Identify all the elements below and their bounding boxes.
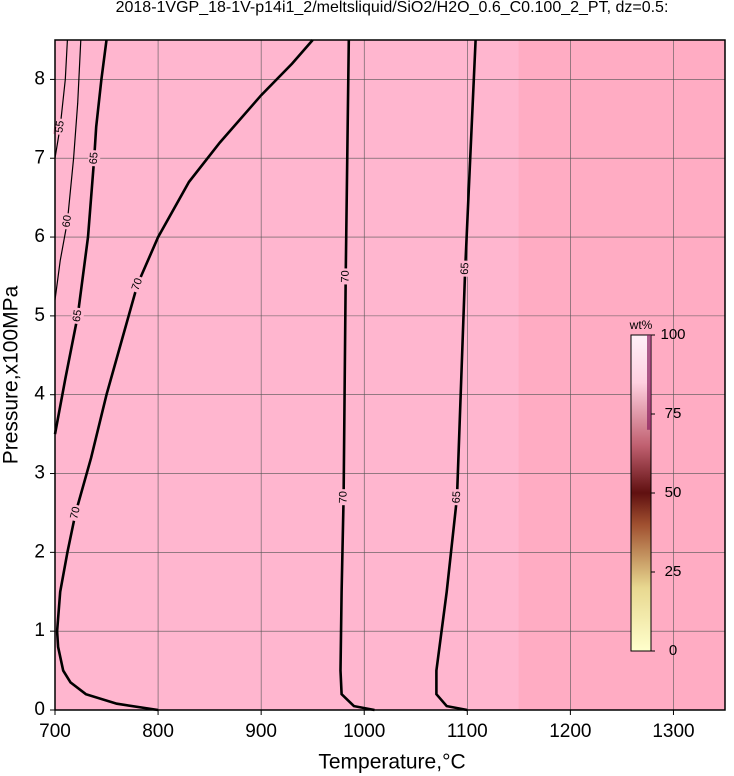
plot-frame: [54, 39, 726, 711]
contour-label: 65: [71, 309, 85, 323]
contour-label-group: 65: [450, 488, 464, 506]
y-tick-label: 3: [34, 463, 45, 484]
contour-line: [55, 39, 314, 712]
x-axis-label: Temperature,°C: [318, 751, 465, 774]
contour-line: [339, 39, 375, 712]
contour-label: 60: [61, 214, 74, 228]
colorbar-tick-label: 50: [665, 484, 682, 501]
contour-line: [53, 39, 108, 435]
x-tick-label: 1300: [652, 721, 694, 742]
contour-label-group: 70: [67, 503, 84, 523]
contour-label: 70: [130, 277, 145, 293]
y-tick-label: 6: [34, 226, 45, 247]
colorbar-edge: [647, 335, 651, 430]
contour-label: 70: [337, 491, 349, 503]
contour-label-group: 60: [60, 212, 75, 231]
x-tick-label: 1200: [549, 721, 591, 742]
contour-label: 65: [88, 152, 101, 165]
contour-label-bg: [339, 268, 352, 285]
y-tick-label: 5: [34, 305, 45, 326]
contour-label-bg: [70, 307, 85, 325]
colorbar-tick-label: 25: [665, 563, 682, 580]
contour-label-bg: [67, 503, 84, 523]
contour-label: 70: [340, 270, 352, 282]
contour-label: 70: [68, 506, 83, 521]
chart-title: 2018-1VGP_18-1V-p14i1_2/meltsliquid/SiO2…: [116, 0, 669, 16]
contour-label-group: 70: [129, 274, 146, 294]
contour-line: [435, 39, 477, 712]
contour-label-group: 65: [87, 149, 101, 167]
contour-label: 55: [53, 120, 66, 134]
contour-label-bg: [53, 117, 68, 136]
contour-label-group: 70: [337, 489, 350, 506]
contour-line: [54, 39, 68, 159]
colorbar-label: wt%: [629, 318, 653, 332]
contour-label-group: 70: [339, 268, 352, 285]
colorbar-tick-label: 0: [669, 642, 677, 659]
contour-label: 65: [451, 491, 464, 504]
y-tick-label: 1: [34, 620, 45, 641]
colorbar-tick-label: 75: [665, 405, 682, 422]
contour-label-group: 65: [70, 307, 85, 325]
x-tick-label: 800: [142, 721, 174, 742]
y-axis-label: Pressure,x100MPa: [0, 285, 23, 464]
contour-label-group: 65: [458, 260, 472, 277]
contour-label-bg: [450, 488, 464, 506]
x-tick-label: 700: [39, 721, 71, 742]
plot-background: [55, 40, 725, 710]
contour-label-bg: [60, 212, 75, 231]
x-tick-label: 1100: [447, 721, 488, 742]
contour-label: 65: [459, 262, 471, 275]
contour-label-bg: [337, 489, 350, 506]
y-tick-label: 0: [34, 699, 45, 720]
contour-label-bg: [87, 149, 101, 167]
y-tick-label: 4: [34, 384, 45, 405]
contour-line: [54, 39, 82, 301]
colorbar-tick-label: 100: [660, 326, 685, 343]
y-tick-label: 8: [34, 68, 45, 89]
contour-label-group: 55: [53, 117, 68, 136]
plot-region-tint: [518, 40, 725, 710]
contour-label-bg: [129, 274, 146, 294]
y-tick-label: 7: [34, 147, 45, 168]
x-tick-label: 900: [245, 721, 277, 742]
contour-label-bg: [458, 260, 472, 277]
y-tick-label: 2: [34, 541, 45, 562]
x-tick-label: 1000: [343, 721, 385, 742]
